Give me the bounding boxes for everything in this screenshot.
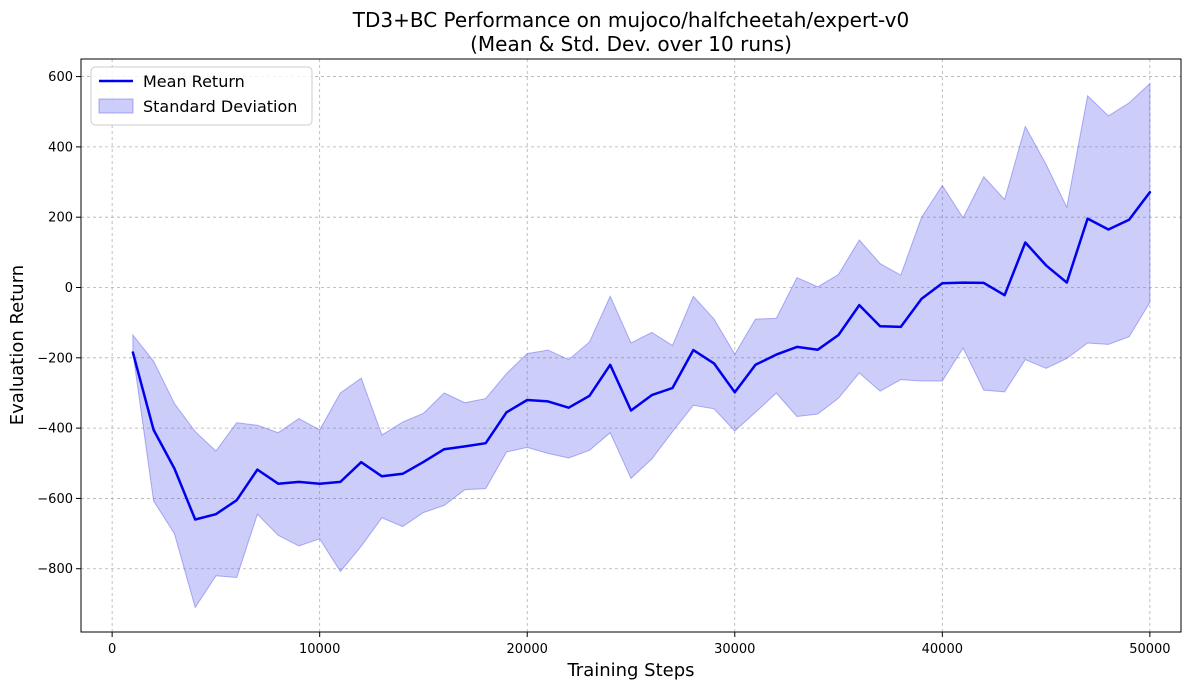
x-axis-label: Training Steps — [566, 660, 694, 681]
x-axis-ticks: 0 10000 20000 30000 40000 50000 — [108, 632, 1171, 657]
legend-std-swatch — [98, 98, 134, 114]
legend: Mean Return Standard Deviation — [90, 66, 313, 126]
chart-title: TD3+BC Performance on mujoco/halfcheetah… — [352, 8, 910, 32]
y-tick-label: −400 — [37, 422, 73, 437]
mean-return-line — [131, 190, 1152, 521]
chart-subtitle: (Mean & Std. Dev. over 10 runs) — [470, 32, 792, 56]
x-tick-label: 20000 — [507, 642, 548, 657]
mean-line-layer — [131, 190, 1152, 521]
legend-box — [90, 66, 313, 126]
plot-frame — [80, 58, 1182, 633]
y-tick-label: 400 — [48, 140, 73, 155]
y-tick-label: −200 — [37, 351, 73, 366]
x-tick-label: 50000 — [1129, 642, 1170, 657]
x-tick-label: 0 — [108, 642, 116, 657]
x-tick-label: 40000 — [922, 642, 963, 657]
y-tick-label: −800 — [37, 562, 73, 577]
legend-std-label: Standard Deviation — [143, 97, 297, 116]
y-tick-label: −600 — [37, 492, 73, 507]
std-deviation-band — [132, 82, 1151, 609]
x-tick-label: 10000 — [299, 642, 340, 657]
y-axis-ticks: −800 −600 −400 −200 0 200 400 600 — [37, 70, 81, 577]
y-tick-label: 600 — [48, 70, 73, 85]
legend-mean-label: Mean Return — [143, 72, 245, 91]
y-tick-label: 200 — [48, 211, 73, 226]
y-axis-label: Evaluation Return — [7, 265, 28, 425]
x-tick-label: 30000 — [714, 642, 755, 657]
y-tick-label: 0 — [65, 281, 73, 296]
std-band-layer — [132, 82, 1151, 609]
